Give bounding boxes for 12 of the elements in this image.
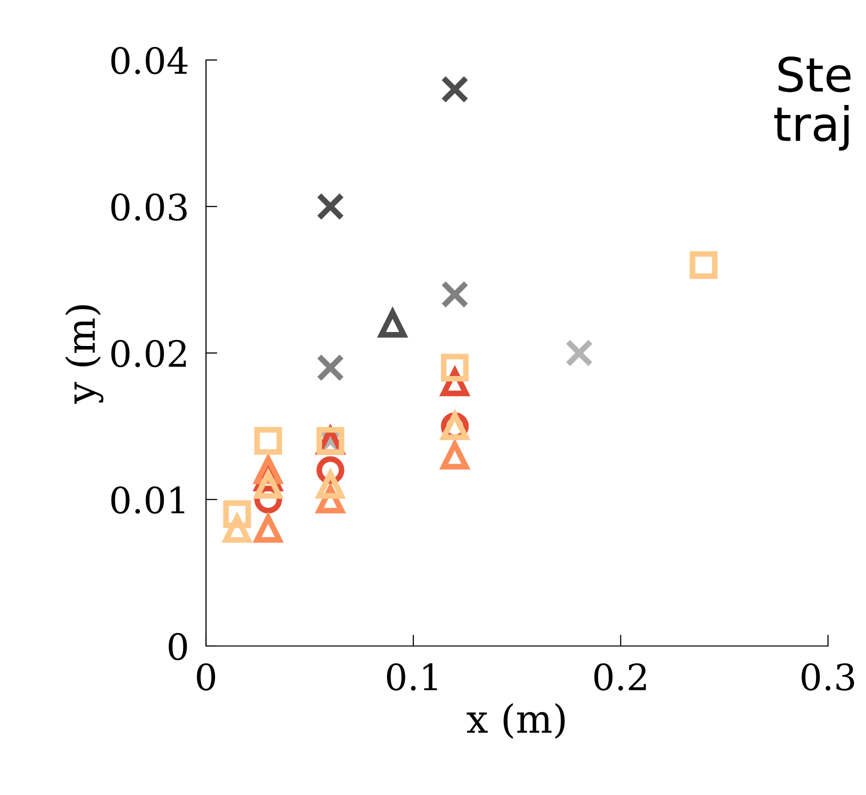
x-tick-label: 0.3 — [802, 663, 854, 691]
x-axis-title: x (m) — [466, 703, 565, 739]
y-tick-label: 0.02 — [111, 340, 186, 368]
y-axis-title: y (m) — [65, 305, 104, 404]
annotation: Ste traj — [774, 56, 850, 151]
x-tick-label: 0.1 — [387, 663, 437, 691]
y-tick-label: 0 — [168, 632, 187, 660]
x-tick-label: 0.2 — [594, 663, 646, 691]
y-tick-label: 0.04 — [111, 46, 188, 74]
x-tick-label: 0 — [196, 663, 216, 691]
y-tick-label: 0.03 — [111, 193, 187, 221]
y-tick-label: 0.01 — [111, 486, 184, 514]
